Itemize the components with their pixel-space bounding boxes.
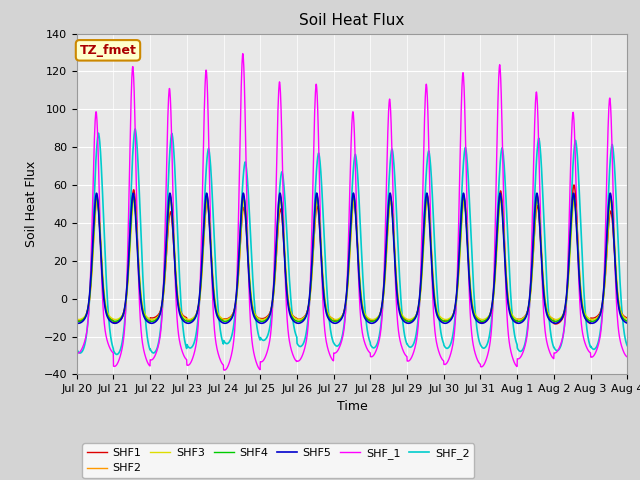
SHF2 xyxy=(227,315,235,321)
SHF_1 xyxy=(369,354,376,360)
Line: SHF4: SHF4 xyxy=(77,196,627,322)
SHF_1 xyxy=(623,354,631,360)
SHF3 xyxy=(73,316,81,322)
SHF2 xyxy=(513,318,520,324)
SHF1 xyxy=(552,321,559,327)
SHF4 xyxy=(368,319,376,324)
SHF_1 xyxy=(513,363,520,369)
SHF_2 xyxy=(623,343,631,348)
X-axis label: Time: Time xyxy=(337,400,367,413)
SHF_2 xyxy=(113,352,121,358)
SHF2 xyxy=(369,319,376,324)
Line: SHF3: SHF3 xyxy=(77,200,627,320)
SHF2 xyxy=(73,318,81,324)
SHF1 xyxy=(512,319,520,324)
SHF_1 xyxy=(380,265,388,271)
SHF3 xyxy=(575,260,583,266)
SHF_2 xyxy=(369,344,376,350)
SHF3 xyxy=(623,316,631,322)
Line: SHF_1: SHF_1 xyxy=(77,54,627,370)
SHF2 xyxy=(111,319,119,324)
SHF_2 xyxy=(591,347,598,352)
SHF1 xyxy=(570,182,578,188)
Legend: SHF1, SHF2, SHF3, SHF4, SHF5, SHF_1, SHF_2: SHF1, SHF2, SHF3, SHF4, SHF5, SHF_1, SHF… xyxy=(83,444,474,478)
SHF_2 xyxy=(575,183,583,189)
SHF1 xyxy=(73,318,81,324)
SHF_1 xyxy=(227,356,234,361)
SHF4 xyxy=(227,316,234,322)
SHF4 xyxy=(623,318,631,324)
SHF5 xyxy=(575,271,583,277)
SHF_1 xyxy=(575,283,583,288)
Text: TZ_fmet: TZ_fmet xyxy=(79,44,136,57)
SHF3 xyxy=(259,317,266,323)
SHF1 xyxy=(623,315,631,321)
SHF4 xyxy=(405,319,413,324)
SHF2 xyxy=(591,318,598,324)
SHF1 xyxy=(575,261,583,266)
Line: SHF2: SHF2 xyxy=(77,194,627,322)
SHF_2 xyxy=(131,126,139,132)
Line: SHF_2: SHF_2 xyxy=(77,129,627,355)
SHF_1 xyxy=(591,352,598,358)
SHF2 xyxy=(380,279,388,285)
SHF2 xyxy=(575,269,583,275)
SHF_2 xyxy=(513,339,520,345)
SHF5 xyxy=(591,320,598,325)
SHF1 xyxy=(380,289,388,295)
SHF4 xyxy=(380,288,388,293)
SHF3 xyxy=(591,316,598,322)
SHF4 xyxy=(73,318,81,324)
SHF_2 xyxy=(380,277,388,283)
SHF5 xyxy=(332,320,339,326)
SHF4 xyxy=(591,318,598,324)
Y-axis label: Soil Heat Flux: Soil Heat Flux xyxy=(25,161,38,247)
SHF1 xyxy=(591,315,598,321)
SHF_1 xyxy=(239,51,246,57)
SHF_1 xyxy=(221,367,228,373)
SHF5 xyxy=(623,320,631,326)
SHF_2 xyxy=(73,346,81,352)
SHF1 xyxy=(368,318,376,324)
SHF_1 xyxy=(73,350,81,356)
SHF3 xyxy=(277,197,285,203)
SHF3 xyxy=(380,287,388,292)
SHF5 xyxy=(369,320,376,326)
SHF5 xyxy=(513,320,520,325)
SHF4 xyxy=(575,267,583,273)
SHF4 xyxy=(513,318,520,324)
SHF5 xyxy=(73,320,81,326)
SHF5 xyxy=(227,317,234,323)
SHF5 xyxy=(380,277,388,283)
SHF2 xyxy=(93,192,100,197)
SHF5 xyxy=(349,190,357,196)
Line: SHF5: SHF5 xyxy=(77,193,627,323)
SHF3 xyxy=(227,315,234,321)
Title: Soil Heat Flux: Soil Heat Flux xyxy=(300,13,404,28)
SHF2 xyxy=(623,318,631,324)
Line: SHF1: SHF1 xyxy=(77,185,627,324)
SHF4 xyxy=(423,193,431,199)
SHF3 xyxy=(513,316,520,322)
SHF_2 xyxy=(227,336,235,342)
SHF3 xyxy=(369,317,376,323)
SHF1 xyxy=(227,314,234,320)
